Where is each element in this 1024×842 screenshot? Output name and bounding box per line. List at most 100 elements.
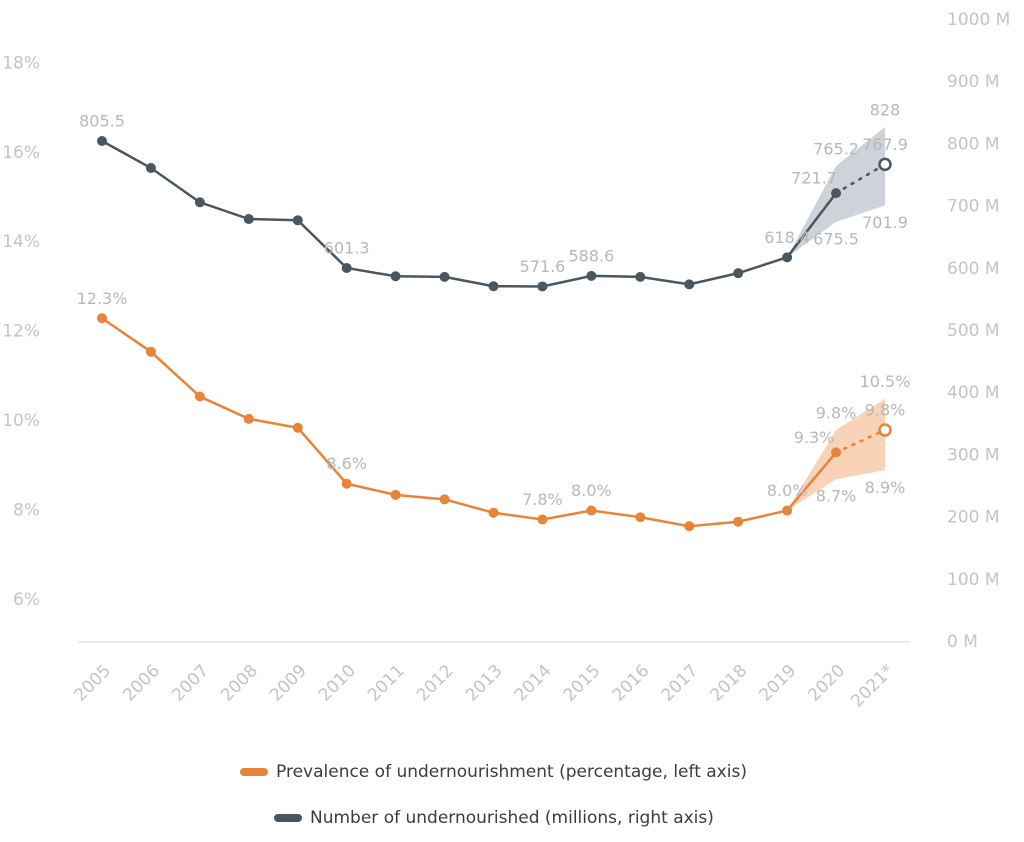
x-tick-label: 2016 (609, 661, 654, 706)
point (684, 279, 695, 290)
point (488, 281, 499, 292)
data-label: 571.6 (520, 257, 566, 276)
band-high-label: 9.8% (816, 404, 857, 423)
x-tick-label: 2014 (511, 661, 556, 706)
legend-swatch (274, 814, 302, 822)
band-low-label: 8.9% (865, 478, 906, 497)
data-label: 8.0% (571, 481, 612, 500)
x-tick-label: 2010 (315, 661, 360, 706)
point (782, 505, 793, 516)
legend-label: Number of undernourished (millions, righ… (310, 808, 714, 828)
band-high-label: 828 (870, 100, 901, 119)
data-label: 12.3% (77, 289, 128, 308)
point (684, 521, 695, 532)
point (341, 262, 352, 273)
series-line (101, 139, 838, 288)
data-label: 721.7 (791, 169, 837, 188)
point (243, 214, 254, 225)
data-label: 618.4 (764, 228, 810, 247)
y-tick-label: 18% (2, 53, 40, 73)
point (635, 512, 646, 523)
x-tick-label: 2007 (168, 661, 213, 706)
y-tick-label: 6% (13, 590, 40, 610)
point (390, 271, 401, 282)
data-label: 7.8% (522, 490, 563, 509)
projected-point (878, 157, 892, 172)
y2-tick-label: 200 M (947, 508, 1000, 528)
point (390, 489, 401, 500)
point (145, 346, 156, 357)
y2-tick-label: 900 M (947, 72, 1000, 92)
legend-swatch (240, 768, 268, 776)
y2-tick-label: 700 M (947, 197, 1000, 217)
x-tick-label: 2021* (847, 661, 898, 712)
x-tick-label: 2015 (560, 661, 605, 706)
point (145, 163, 156, 174)
y2-tick-label: 800 M (947, 134, 1000, 154)
projected-point (878, 423, 892, 437)
x-tick-label: 2019 (755, 661, 800, 706)
y-tick-label: 8% (13, 501, 40, 521)
point (782, 252, 793, 263)
point (341, 478, 352, 489)
point (831, 188, 842, 199)
y2-tick-label: 1000 M (947, 10, 1010, 30)
y-tick-label: 14% (2, 232, 40, 252)
band-high-label: 765.2 (813, 140, 859, 159)
legend-label: Prevalence of undernourishment (percenta… (276, 762, 747, 782)
point (243, 413, 254, 424)
x-tick-label: 2006 (119, 661, 164, 706)
y-tick-label: 12% (2, 322, 40, 342)
data-label: 8.0% (767, 481, 808, 500)
point (97, 135, 107, 146)
y2-tick-label: 0 M (947, 632, 978, 652)
x-tick-label: 2020 (804, 661, 849, 706)
data-label: 601.3 (324, 238, 370, 257)
y2-tick-label: 300 M (947, 445, 1000, 465)
series-line (101, 317, 838, 528)
x-tick-label: 2012 (413, 661, 458, 706)
point (194, 391, 205, 402)
y2-tick-label: 100 M (947, 570, 1000, 590)
point (439, 494, 450, 505)
data-label: 8.6% (326, 454, 367, 473)
band-low-label: 701.9 (862, 213, 908, 232)
point (586, 505, 597, 516)
point (635, 271, 646, 282)
point (733, 268, 744, 279)
y-tick-label: 10% (2, 411, 40, 431)
x-tick-label: 2018 (707, 661, 752, 706)
projected-line (834, 428, 887, 454)
y-tick-label: 16% (2, 143, 40, 163)
point (831, 447, 842, 458)
x-tick-label: 2013 (462, 661, 507, 706)
y2-tick-label: 400 M (947, 383, 1000, 403)
band-low-label: 8.7% (816, 487, 857, 506)
point (733, 516, 744, 527)
y2-tick-label: 600 M (947, 259, 1000, 279)
point (537, 514, 548, 525)
x-tick-label: 2005 (70, 661, 115, 706)
band-low-label: 675.5 (813, 229, 859, 248)
point (292, 422, 303, 433)
point (586, 270, 597, 281)
point (488, 507, 499, 518)
y2-tick-label: 500 M (947, 321, 1000, 341)
point (292, 215, 303, 226)
data-label: 805.5 (79, 111, 125, 130)
band-high-label: 10.5% (860, 372, 911, 391)
x-tick-label: 2011 (364, 661, 409, 706)
point (537, 281, 548, 292)
data-label: 767.9 (862, 135, 908, 154)
x-tick-label: 2008 (217, 661, 262, 706)
point (194, 197, 205, 208)
data-label: 588.6 (568, 246, 614, 265)
point (439, 271, 450, 282)
point (97, 313, 107, 324)
data-label: 9.8% (865, 401, 906, 420)
projected-line (834, 163, 887, 195)
x-tick-label: 2017 (658, 661, 703, 706)
data-label: 9.3% (794, 428, 835, 447)
x-tick-label: 2009 (266, 661, 311, 706)
